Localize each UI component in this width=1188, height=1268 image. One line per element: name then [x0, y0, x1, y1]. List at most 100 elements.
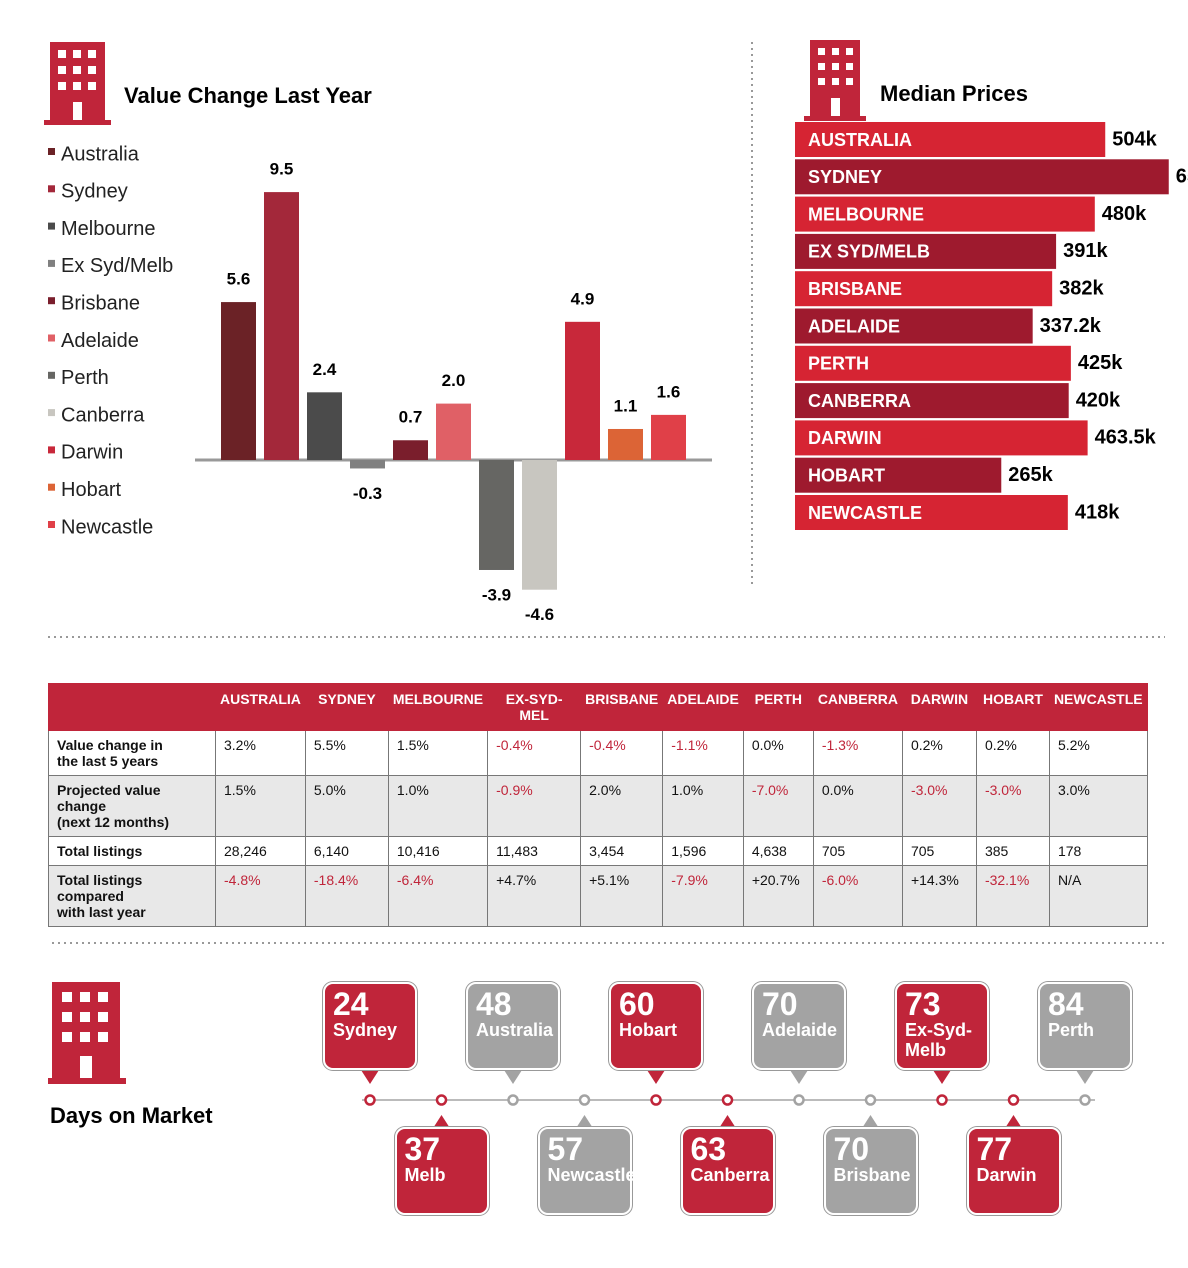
category-label: DARWIN: [808, 428, 882, 448]
bar: [651, 414, 686, 460]
value-label: 0.7: [399, 408, 423, 427]
days-box: 63 Canberra: [680, 1127, 775, 1215]
row-label: Projected value change (next 12 months): [48, 775, 216, 837]
bar: [795, 308, 1033, 344]
icon: [44, 40, 866, 1084]
table-cell: +5.1%: [580, 865, 664, 927]
timeline-dot: [435, 1094, 448, 1106]
table-cell: 0.0%: [812, 775, 903, 837]
column-header: SYDNEY: [304, 683, 389, 731]
row-label: Total listings: [48, 836, 216, 866]
value-label: 480k: [1102, 203, 1147, 225]
legend-swatch: [48, 259, 55, 267]
column-header: DARWIN: [901, 683, 977, 731]
legend-swatch: [48, 446, 55, 454]
bar: [795, 383, 1069, 419]
table-cell: 705: [901, 836, 977, 866]
pointer: [718, 1115, 737, 1129]
legend-label: Darwin: [61, 442, 123, 464]
table-cell: 1.5%: [387, 730, 489, 776]
days-box: 77 Darwin: [966, 1127, 1061, 1215]
category-label: CANBERRA: [808, 391, 911, 411]
column-header: EX-SYD-MEL: [487, 683, 582, 731]
value-label: 463.5k: [1095, 427, 1157, 449]
days-number: 70: [833, 1131, 870, 1167]
bar: [479, 460, 514, 570]
days-number: 63: [690, 1131, 727, 1167]
value-label: 337.2k: [1040, 315, 1102, 337]
days-number: 70: [762, 986, 798, 1022]
days-number: 48: [476, 986, 512, 1022]
pointer: [1076, 1070, 1094, 1084]
category-label: PERTH: [808, 354, 869, 374]
table-cell: -4.8%: [215, 865, 306, 927]
table-cell: +14.3%: [901, 865, 977, 927]
bar: [795, 122, 1106, 157]
chart-title: Median Prices: [880, 81, 1028, 106]
category-label: SYDNEY: [808, 167, 882, 187]
value-label: -0.3: [353, 484, 382, 503]
column-header: AUSTRALIA: [215, 683, 306, 731]
pointer: [790, 1070, 808, 1084]
table-cell: -18.4%: [304, 865, 389, 927]
value-label: 391k: [1063, 240, 1108, 262]
table-cell: 11,483: [487, 836, 582, 866]
column-header: ADELAIDE: [662, 683, 744, 731]
column-header: BRISBANE: [580, 683, 664, 731]
bar: [795, 345, 1071, 381]
pointer: [1004, 1115, 1023, 1129]
timeline-dot: [793, 1094, 805, 1106]
value-label: 425k: [1078, 352, 1123, 374]
table-row: Projected value change (next 12 months) 1…: [48, 775, 1148, 837]
chart-title: Value Change Last Year: [124, 83, 372, 108]
row-label: Total listings compared with last year: [48, 865, 216, 927]
table-cell: 385: [975, 836, 1050, 866]
pointer: [575, 1115, 594, 1129]
pointer: [361, 1070, 379, 1084]
table-cell: 1.0%: [387, 775, 489, 837]
days-box: 48 Australia: [466, 982, 560, 1070]
legend-label: Newcastle: [61, 516, 153, 538]
legend-label: Sydney: [61, 181, 128, 203]
bar: [795, 196, 1095, 232]
section-title: Days on Market: [50, 1103, 213, 1128]
category-label: BRISBANE: [808, 279, 902, 299]
column-header: PERTH: [742, 683, 814, 731]
bar: [795, 233, 1057, 269]
legend-label: Perth: [61, 367, 109, 389]
legend-swatch: [48, 483, 55, 491]
pointer: [933, 1070, 951, 1084]
days-number: 37: [404, 1131, 441, 1167]
value-label: 5.6: [227, 270, 251, 289]
value-label: 420k: [1076, 389, 1121, 411]
table-cell: 1.5%: [215, 775, 306, 837]
pointer: [861, 1115, 880, 1129]
table-cell: 4,638: [742, 836, 814, 866]
bar: [795, 457, 1002, 493]
table-cell: 2.0%: [580, 775, 664, 837]
table-cell: 3,454: [580, 836, 664, 866]
table-row: Total listings compared with last year -4…: [48, 865, 1148, 927]
category-label: NEWCASTLE: [808, 503, 922, 523]
row-label: Value change in the last 5 years: [48, 730, 216, 776]
data-table: AUSTRALIA SYDNEY MELBOURNE EX-SYD-MEL BRISBA…: [48, 683, 1148, 927]
table-cell: -3.0%: [975, 775, 1050, 837]
days-number: 57: [547, 1131, 584, 1167]
timeline-dot: [578, 1094, 591, 1106]
table-cell: 28,246: [215, 836, 306, 866]
days-name: Sydney: [333, 1020, 398, 1040]
value-label: -3.9: [482, 585, 511, 604]
timeline-dot: [650, 1094, 662, 1106]
days-name: Hobart: [619, 1020, 677, 1040]
bar: [795, 271, 1053, 307]
column-header: MELBOURNE: [387, 683, 489, 731]
table-cell: -7.0%: [742, 775, 814, 837]
timeline-dot: [864, 1094, 877, 1106]
table-cell: -0.9%: [487, 775, 582, 837]
icon-windows: [58, 48, 853, 1078]
bar: [795, 159, 1169, 195]
legend-label: Brisbane: [61, 292, 140, 314]
timeline-dot: [1079, 1094, 1091, 1106]
